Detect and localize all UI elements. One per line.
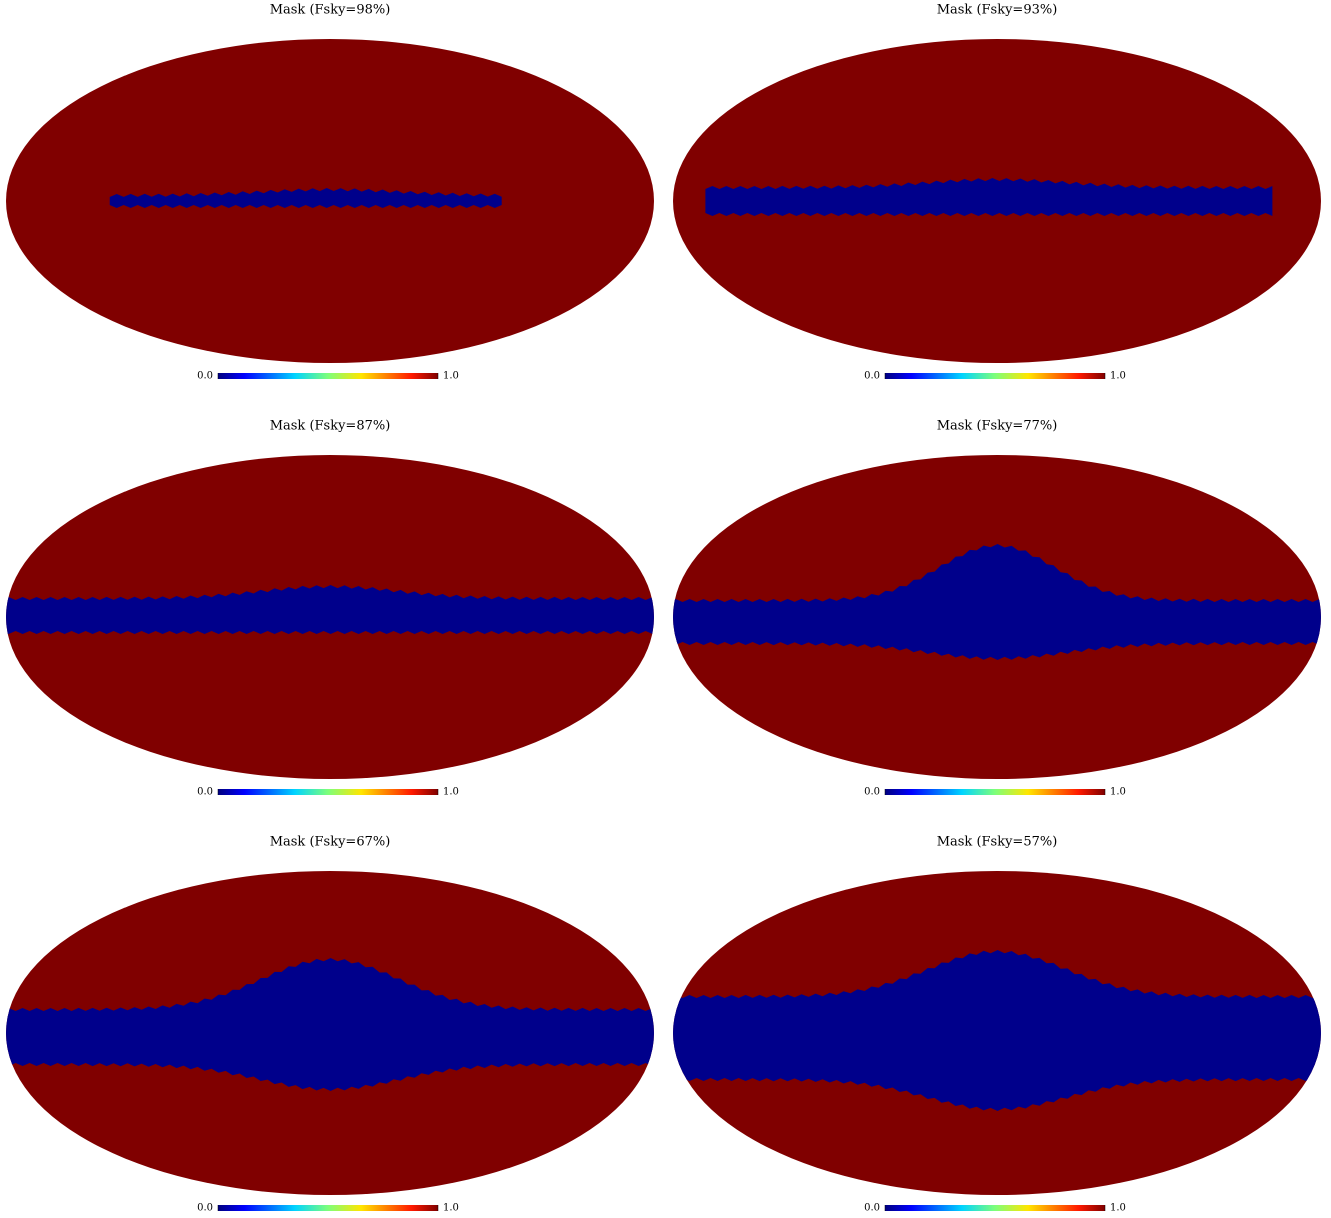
panel-title: Mask (Fsky=77%) (937, 419, 1058, 434)
panel-title: Mask (Fsky=98%) (270, 3, 391, 18)
colorbar-label: 1.0 (1110, 787, 1126, 798)
colorbar-label: 0.0 (864, 787, 880, 798)
panel-title: Mask (Fsky=67%) (270, 835, 391, 850)
masked-region (705, 178, 1273, 216)
colorbar-label: 0.0 (864, 371, 880, 382)
panel-title: Mask (Fsky=93%) (937, 3, 1058, 18)
colorbar (885, 789, 1105, 795)
panel-title: Mask (Fsky=87%) (270, 419, 391, 434)
colorbar-label: 0.0 (864, 1203, 880, 1214)
masked-region (6, 585, 654, 634)
colorbar (218, 1205, 438, 1211)
colorbar (885, 1205, 1105, 1211)
colorbar-label: 1.0 (443, 371, 459, 382)
masked-region (109, 188, 502, 208)
colorbar-label: 1.0 (1110, 371, 1126, 382)
masked-region (673, 544, 1321, 660)
colorbar-label: 0.0 (197, 1203, 213, 1214)
colorbar (218, 789, 438, 795)
colorbar-label: 0.0 (197, 787, 213, 798)
colorbar (218, 373, 438, 379)
colorbar-label: 1.0 (1110, 1203, 1126, 1214)
map-panel: Mask (Fsky=98%) 0.0 1.0 (6, 3, 654, 382)
map-panel: Mask (Fsky=87%) 0.0 1.0 (6, 419, 654, 798)
map-panel: Mask (Fsky=77%) 0.0 1.0 (673, 419, 1321, 798)
map-panel: Mask (Fsky=67%) 0.0 1.0 (6, 835, 654, 1214)
map-panel: Mask (Fsky=57%) 0.0 1.0 (673, 835, 1321, 1214)
map-panel: Mask (Fsky=93%) 0.0 1.0 (673, 3, 1321, 382)
masked-region (673, 950, 1321, 1111)
masked-region (6, 958, 654, 1091)
colorbar-label: 1.0 (443, 1203, 459, 1214)
panel-title: Mask (Fsky=57%) (937, 835, 1058, 850)
colorbar-label: 0.0 (197, 371, 213, 382)
colorbar-label: 1.0 (443, 787, 459, 798)
colorbar (885, 373, 1105, 379)
